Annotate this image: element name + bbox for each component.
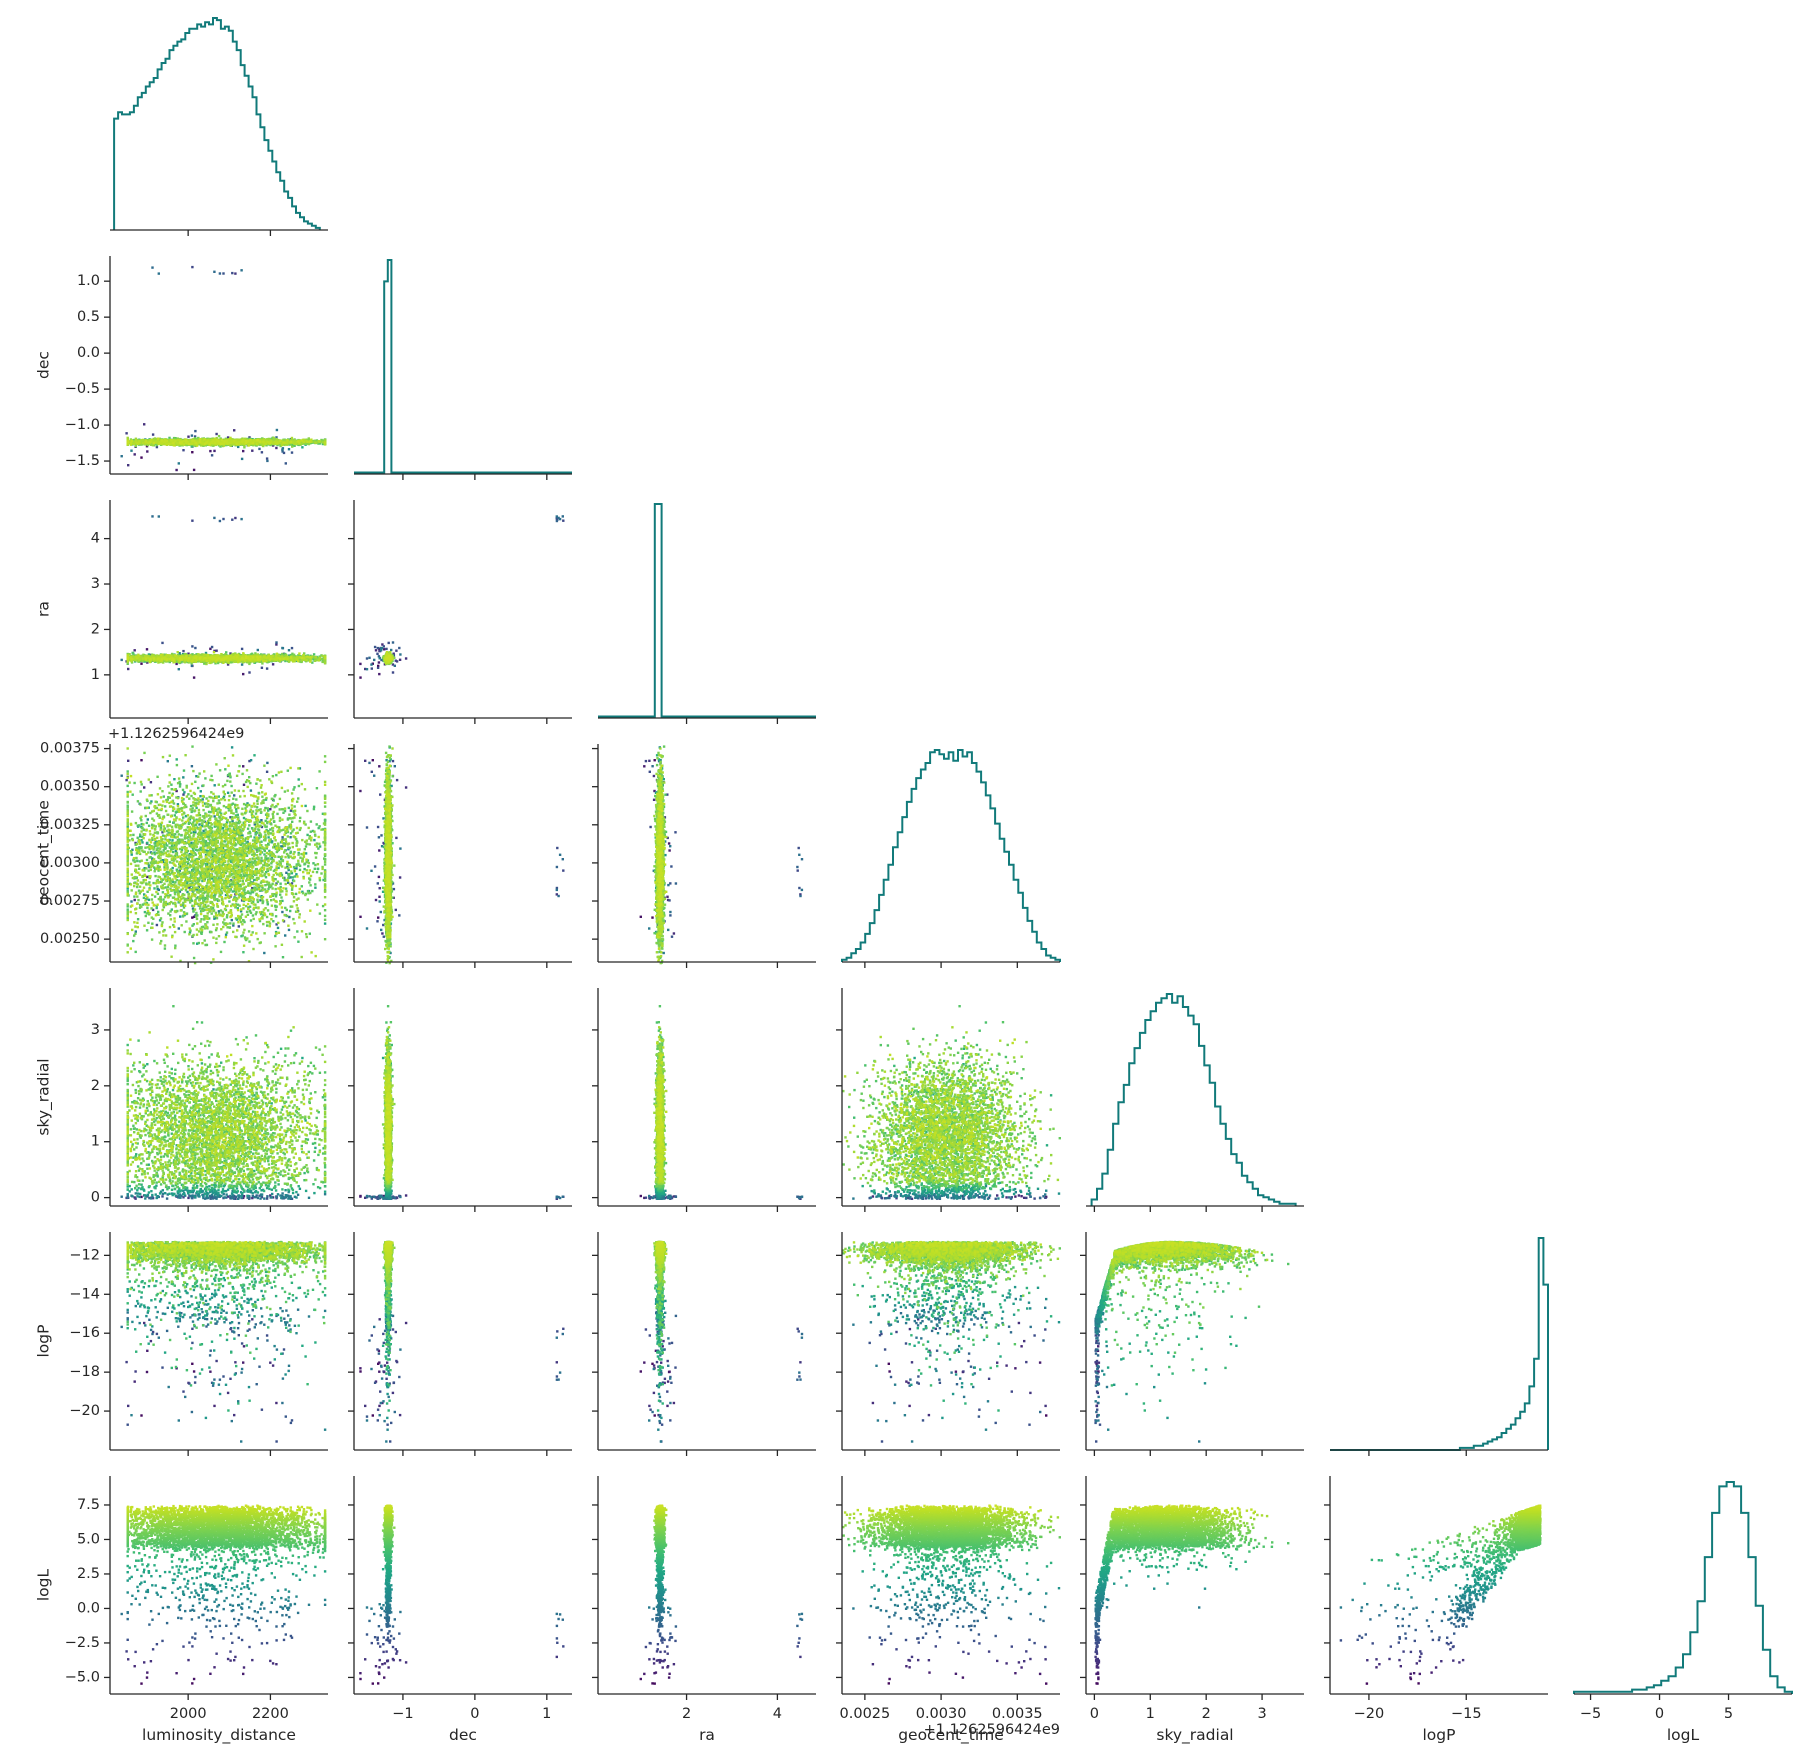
scatter-point <box>191 434 193 436</box>
scatter-point <box>275 447 277 449</box>
scatter-point <box>127 464 129 466</box>
scatter-point <box>258 448 260 450</box>
scatter-point <box>121 455 123 457</box>
scatter-point <box>211 454 213 456</box>
scatter-point <box>191 451 193 453</box>
scatter-point <box>215 433 217 435</box>
scatter-point <box>266 457 268 459</box>
scatter-point <box>182 449 184 451</box>
scatter-point <box>242 450 244 452</box>
scatter-point <box>222 272 224 274</box>
scatter-point <box>175 469 177 471</box>
scatter-point <box>213 450 215 452</box>
scatter-point <box>193 469 195 471</box>
scatter-point <box>151 266 153 268</box>
scatter-point <box>178 462 180 464</box>
scatter-point <box>194 430 196 432</box>
scatter-point <box>146 450 148 452</box>
scatter-point <box>130 450 132 452</box>
scatter-point <box>291 451 293 453</box>
scatter-point <box>266 460 268 462</box>
scatter-layer <box>121 266 1542 1685</box>
scatter-point <box>282 447 284 449</box>
scatter-point <box>261 451 263 453</box>
scatter-point <box>234 272 236 274</box>
scatter-point <box>251 450 253 452</box>
scatter-point <box>219 272 221 274</box>
scatter-panel-luminosity_distance-vs-dec <box>121 266 327 471</box>
scatter-point <box>285 462 287 464</box>
scatter-point <box>125 432 127 434</box>
scatter-point <box>209 450 211 452</box>
scatter-point <box>233 429 235 431</box>
scatter-point <box>158 272 160 274</box>
scatter-point <box>301 446 303 448</box>
scatter-point <box>241 458 243 460</box>
scatter-point <box>140 456 142 458</box>
scatter-point <box>134 453 136 455</box>
scatter-point <box>156 446 158 448</box>
scatter-point <box>187 436 189 438</box>
scatter-point <box>143 423 145 425</box>
scatter-point <box>276 429 278 431</box>
scatter-point <box>288 448 290 450</box>
scatter-point <box>152 433 154 435</box>
scatter-point <box>231 272 233 274</box>
scatter-point <box>191 266 193 268</box>
scatter-point <box>240 269 242 271</box>
scatter-point <box>213 271 215 273</box>
